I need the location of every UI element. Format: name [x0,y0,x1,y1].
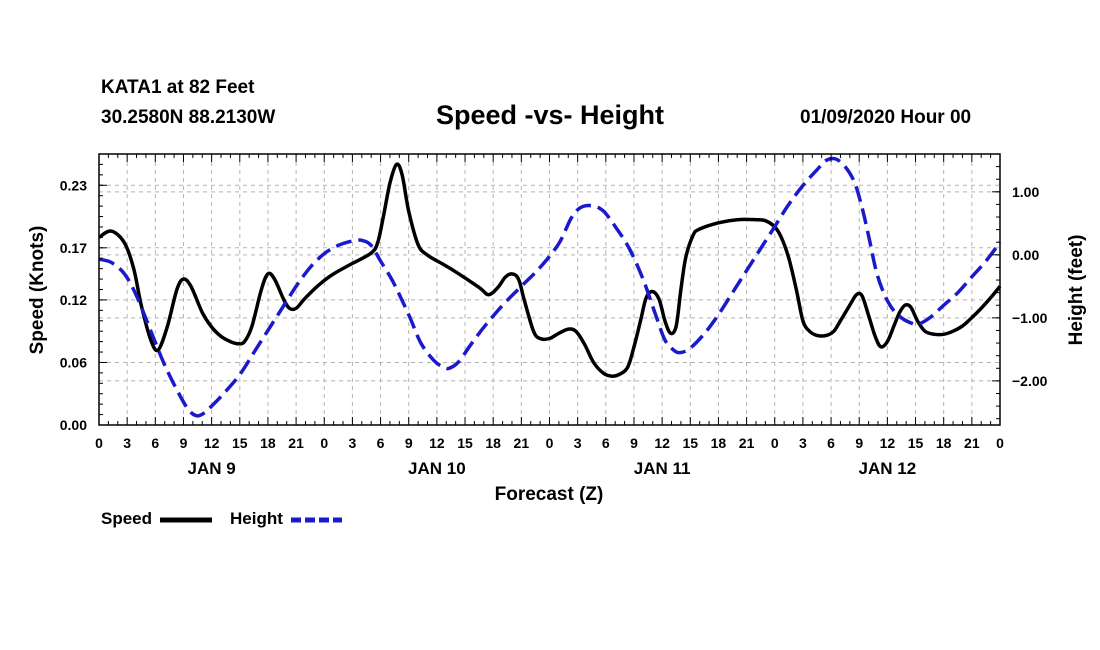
x-tick-label: 9 [180,435,188,451]
day-label: JAN 12 [859,459,917,478]
x-tick-label: 18 [711,435,727,451]
x-tick-label: 3 [349,435,357,451]
legend-speed-label: Speed [101,509,153,528]
x-tick-label: 0 [95,435,103,451]
x-tick-label: 0 [320,435,328,451]
x-tick-label: 0 [546,435,554,451]
y-tick-label-left: 0.17 [60,240,87,256]
axis-labels: 0 3 6 9 12 15 18 21 0 3 6 9 12 15 18 21 0 3 6 9 12 15 18 21 0 3 6 9… [60,177,1048,478]
y-tick-label-left: 0.00 [60,417,87,433]
x-tick-label: 12 [429,435,445,451]
coordinates-label: 30.2580N 88.2130W [101,107,276,128]
y-axis-title-left: Speed (Knots) [27,226,48,355]
y-tick-label-right: 1.00 [1012,184,1039,200]
x-tick-label: 9 [405,435,413,451]
x-tick-label: 0 [996,435,1004,451]
series-height-line [98,156,1002,418]
axis-ticks [98,153,1001,426]
chart-title: Speed -vs- Height [435,100,665,130]
y-tick-label-right: −1.00 [1012,310,1048,326]
x-tick-label: 18 [485,435,501,451]
day-label: JAN 9 [188,459,236,478]
x-tick-label: 21 [739,435,755,451]
series-lines [98,156,1002,418]
x-tick-label: 21 [964,435,980,451]
x-tick-label: 21 [288,435,304,451]
x-tick-label: 12 [204,435,220,451]
x-tick-label: 6 [377,435,385,451]
y-tick-label-right: 0.00 [1012,247,1039,263]
day-label: JAN 11 [634,459,691,478]
x-tick-label: 21 [514,435,530,451]
y-tick-label-left: 0.12 [60,292,87,308]
x-tick-label: 6 [602,435,610,451]
y-tick-label-right: −2.00 [1012,373,1048,389]
x-tick-label: 3 [574,435,582,451]
grid-lines [99,154,1000,425]
y-axis-title-right: Height (feet) [1066,235,1087,346]
y-tick-label-left: 0.06 [60,354,87,370]
x-tick-label: 18 [936,435,952,451]
x-tick-label: 15 [457,435,473,451]
x-tick-label: 0 [771,435,779,451]
x-tick-label: 6 [827,435,835,451]
y-tick-label-left: 0.23 [60,177,87,193]
day-label: JAN 10 [408,459,466,478]
forecast-date-label: 01/09/2020 Hour 00 [800,107,972,128]
station-label: KATA1 at 82 Feet [101,77,255,98]
x-tick-label: 9 [630,435,638,451]
x-tick-label: 15 [232,435,248,451]
x-tick-label: 15 [908,435,924,451]
x-axis-title: Forecast (Z) [495,484,604,505]
x-tick-label: 18 [260,435,276,451]
x-tick-label: 9 [855,435,863,451]
x-tick-label: 12 [654,435,670,451]
x-tick-label: 15 [682,435,698,451]
x-tick-label: 12 [880,435,896,451]
x-tick-label: 6 [151,435,159,451]
x-tick-label: 3 [123,435,131,451]
legend-height-label: Height [230,509,283,528]
series-speed-line [98,162,1002,378]
x-tick-label: 3 [799,435,807,451]
